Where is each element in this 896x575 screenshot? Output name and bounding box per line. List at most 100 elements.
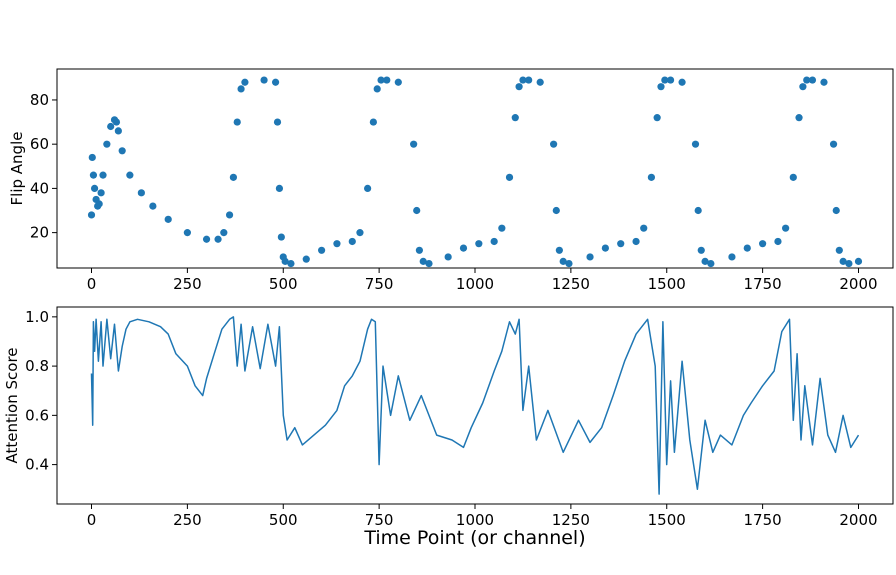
flip-angle-point: [88, 153, 96, 162]
flip-angle-point: [647, 173, 656, 181]
flip-angle-point: [617, 240, 625, 248]
flip-angle-point: [118, 147, 126, 155]
flip-angle-point: [273, 118, 282, 126]
flip-angle-point: [107, 122, 115, 131]
flip-angle-point: [498, 224, 506, 232]
flip-angle-point: [832, 206, 840, 215]
attention-score-axes-frame: [56, 306, 894, 505]
y-tick-label: 80: [30, 91, 49, 109]
flip-angle-point: [126, 171, 134, 179]
flip-angle-point: [640, 224, 648, 232]
flip-angle-point: [237, 85, 245, 93]
y-tick-label: 60: [30, 135, 49, 153]
y-tick-label: 1.0: [25, 308, 49, 326]
flip-angle-point: [835, 246, 843, 254]
y-tick-label: 40: [30, 179, 49, 197]
flip-angle-point: [233, 118, 241, 126]
time-point-xlabel: Time Point (or channel): [363, 527, 585, 549]
flip-angle-point: [694, 206, 702, 215]
attention-score-x-ticks: 0 250 500 750 1000 1250 1500 1750 2000: [87, 504, 878, 529]
x-tick-label: 1250: [552, 275, 590, 293]
flip-angle-point: [97, 189, 105, 197]
flip-angle-point: [839, 257, 847, 265]
flip-angle-point: [565, 259, 573, 268]
flip-angle-point: [701, 257, 709, 265]
flip-angle-point: [661, 76, 669, 84]
x-tick-label: 2000: [839, 511, 877, 529]
x-tick-label: 0: [87, 275, 97, 293]
flip-angle-point: [271, 78, 280, 86]
flip-angle-point: [829, 140, 838, 148]
flip-angle-point: [413, 206, 421, 215]
flip-angle-x-ticks: 0 250 500 750 1000 1250 1500 1750 2000: [87, 268, 878, 293]
flip-angle-point: [89, 171, 98, 179]
flip-angle-point: [410, 140, 418, 148]
flip-angle-point: [728, 253, 736, 261]
flip-angle-point: [525, 76, 533, 84]
flip-angle-points: [87, 76, 863, 268]
flip-angle-point: [475, 240, 483, 248]
flip-angle-point: [356, 229, 364, 237]
flip-angle-point: [202, 235, 211, 243]
x-tick-label: 1750: [744, 275, 782, 293]
flip-angle-axes-frame: [56, 68, 894, 269]
flip-angle-point: [369, 118, 377, 126]
y-tick-label: 20: [30, 224, 49, 242]
attention-score-series-line: [90, 316, 860, 495]
flip-angle-ylabel: Flip Angle: [8, 132, 26, 206]
flip-angle-point: [287, 259, 295, 268]
flip-angle-point: [653, 114, 661, 122]
x-tick-label: 1250: [552, 511, 590, 529]
flip-angle-point: [364, 184, 372, 192]
flip-angle-point: [103, 140, 111, 148]
flip-angle-point: [277, 233, 285, 241]
flip-angle-point: [601, 244, 609, 252]
flip-angle-point: [707, 259, 715, 268]
flip-angle-point: [333, 240, 341, 248]
flip-angle-point: [99, 171, 107, 179]
flip-angle-point: [260, 76, 268, 84]
x-tick-label: 2000: [839, 275, 877, 293]
flip-angle-point: [149, 202, 157, 210]
flip-angle-point: [95, 200, 103, 208]
flip-angle-point: [90, 184, 99, 192]
flip-angle-point: [743, 244, 751, 252]
flip-angle-point: [505, 173, 514, 181]
flip-angle-point: [415, 246, 423, 254]
flip-angle-point: [241, 78, 249, 86]
x-tick-label: 250: [173, 275, 202, 293]
flip-angle-point: [183, 229, 191, 237]
x-tick-label: 1500: [648, 511, 686, 529]
flip-angle-point: [229, 173, 238, 181]
flip-angle-point: [394, 78, 402, 86]
attention-score-line-group: [90, 316, 860, 495]
flip-angle-point: [164, 215, 172, 223]
flip-angle-point: [820, 78, 828, 86]
y-tick-label: 0.6: [25, 406, 49, 424]
attention-score-panel: 0 250 500 750 1000 1250 1500 1750 2000 0.4 0.6 0.8…: [3, 306, 894, 549]
x-tick-label: 750: [365, 511, 394, 529]
flip-angle-point: [281, 257, 289, 265]
flip-angle-point: [808, 76, 817, 84]
flip-angle-point: [302, 255, 310, 263]
x-tick-label: 1000: [456, 275, 494, 293]
flip-angle-point: [536, 78, 544, 86]
y-tick-label: 0.4: [25, 456, 49, 474]
flip-angle-point: [275, 184, 284, 192]
flip-angle-point: [803, 76, 811, 84]
flip-angle-point: [666, 76, 675, 84]
x-tick-label: 250: [173, 511, 202, 529]
flip-angle-point: [774, 237, 782, 246]
flip-angle-point: [550, 140, 558, 148]
flip-angle-point: [511, 114, 519, 122]
flip-angle-point: [137, 189, 145, 197]
flip-angle-point: [678, 78, 686, 86]
flip-angle-point: [799, 83, 807, 91]
flip-angle-point: [697, 246, 705, 254]
flip-angle-point: [555, 246, 563, 254]
flip-angle-y-ticks: 20 40 60 80: [30, 91, 57, 242]
flip-angle-point: [586, 253, 594, 261]
flip-angle-point: [444, 253, 452, 261]
flip-angle-point: [225, 211, 234, 219]
flip-angle-point: [425, 259, 433, 268]
